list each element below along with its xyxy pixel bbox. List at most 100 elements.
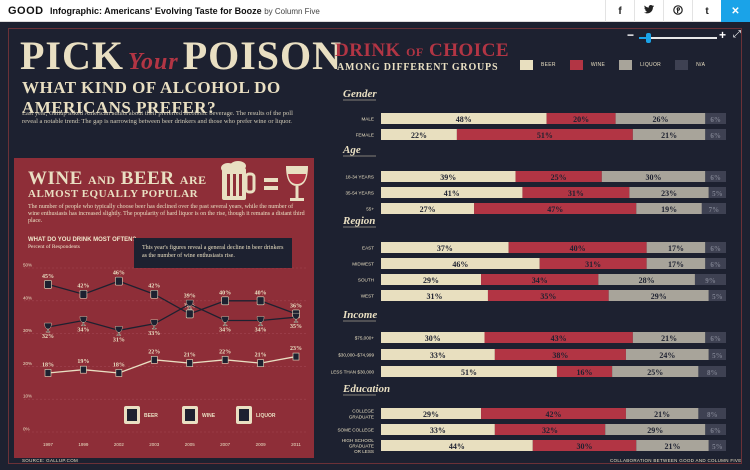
tumblr-share-button[interactable]: t	[692, 0, 721, 22]
y-tick-label: 40%	[23, 295, 32, 300]
fullscreen-icon[interactable]: ⤢	[733, 29, 741, 40]
drink-of-choice-title: DRINK OF CHOICE	[335, 40, 509, 62]
wine-glass-icon	[286, 166, 308, 201]
zoom-in-button[interactable]: +	[719, 28, 727, 42]
twitter-icon	[644, 5, 654, 17]
bar-value-label: 17%	[668, 260, 684, 269]
pinterest-share-button[interactable]	[663, 0, 692, 22]
x-tick-label: 1997	[43, 442, 54, 447]
data-label: 23%	[290, 346, 302, 352]
bar-segment-liquor	[646, 242, 706, 253]
bar-value-label: 37%	[437, 244, 453, 253]
legend-liquor-label: LIQUOR	[640, 62, 662, 68]
beer-point	[44, 280, 52, 289]
close-button[interactable]: ✕	[721, 0, 750, 22]
bar-segment-wine	[456, 129, 633, 140]
bar-value-label: 43%	[551, 334, 567, 343]
legend-na: N/A	[675, 60, 705, 70]
bar-segment-liquor	[646, 258, 706, 269]
y-tick-label: 0%	[23, 427, 30, 432]
headline-question: WHAT KIND OF ALCOHOL DO AMERICANS PREFER…	[22, 78, 281, 117]
bar-segment-na	[705, 113, 726, 124]
beer-wine-liquor-line-chart: 50% 40% 30% 20% 10% 0% 1997 1999 2002 2003 2005 200…	[23, 263, 306, 447]
liquor-point	[221, 356, 229, 364]
legend-beer: BEER	[520, 60, 556, 70]
wine-point	[150, 319, 158, 330]
bar-value-label: 48%	[456, 115, 472, 124]
collaboration-credit: COLLABORATION BETWEEN GOOD AND COLUMN FI…	[610, 458, 742, 463]
x-tick-label: 2005	[185, 442, 196, 447]
bar-segment-liquor	[601, 171, 706, 182]
line-legend-icon-inner	[185, 409, 195, 421]
bar-segment-na	[698, 366, 726, 377]
bar-segment-beer	[381, 440, 533, 451]
bar-segment-na	[708, 349, 726, 360]
bar-value-label: 7%	[709, 206, 720, 214]
doc-drink: DRINK	[335, 40, 401, 61]
equals-sign-icon	[264, 178, 278, 190]
zoom-slider-track[interactable]	[639, 37, 717, 39]
legend-na-label: N/A	[696, 62, 706, 68]
bar-value-label: 5%	[712, 352, 723, 360]
headline-poison: POISON	[182, 33, 343, 78]
bar-value-label: 9%	[705, 277, 716, 285]
bar-value-label: 6%	[710, 261, 721, 269]
x-tick-label: 2003	[149, 442, 160, 447]
bar-segment-wine	[532, 440, 637, 451]
doc-choice: CHOICE	[429, 40, 510, 61]
zoom-out-button[interactable]: −	[627, 28, 635, 42]
line-legend-item: BEER	[124, 406, 158, 424]
data-label: 34%	[255, 327, 267, 333]
bar-segment-liquor	[598, 274, 695, 285]
bar-value-label: 8%	[707, 411, 718, 419]
bar-value-label: 25%	[647, 368, 663, 377]
data-label: 21%	[255, 353, 267, 359]
beer-point	[221, 296, 229, 306]
byline: by Column Five	[264, 6, 320, 16]
facebook-share-button[interactable]: f	[605, 0, 634, 22]
legend-wine: WINE	[569, 60, 605, 70]
bar-segment-na	[705, 332, 726, 343]
twitter-share-button[interactable]	[634, 0, 663, 22]
wine-beer-subtitle: ALMOST EQUALLY POPULAR	[28, 188, 199, 200]
bar-segment-beer	[381, 274, 482, 285]
bar-segment-beer	[381, 349, 495, 360]
bar-value-label: 24%	[659, 351, 675, 360]
bar-segment-liquor	[632, 129, 706, 140]
group-title-age: Age	[342, 144, 361, 156]
group-title-income: Income	[342, 309, 377, 321]
bar-value-label: 30%	[577, 442, 593, 451]
bar-value-label: 29%	[423, 276, 439, 285]
line-legend-item: WINE	[182, 406, 216, 424]
bar-value-label: 31%	[426, 292, 442, 301]
bar-value-label: 33%	[430, 351, 446, 360]
bar-segment-beer	[381, 332, 485, 343]
wine-point	[221, 316, 229, 326]
good-logo[interactable]: GOOD	[8, 4, 44, 17]
liquor-point	[292, 352, 300, 361]
bar-segment-beer	[381, 129, 457, 140]
data-label: 46%	[113, 271, 125, 277]
bar-value-label: 19%	[661, 205, 677, 214]
data-label: 42%	[77, 284, 89, 290]
page-title: Infographic: Americans' Evolving Taste f…	[50, 6, 320, 16]
bar-value-label: 42%	[546, 410, 562, 419]
headline-your: Your	[128, 49, 179, 75]
article-title: Infographic: Americans' Evolving Taste f…	[50, 5, 262, 16]
data-label: 22%	[148, 349, 160, 355]
bar-value-label: 29%	[647, 426, 663, 435]
zoom-slider-handle[interactable]	[646, 33, 652, 43]
group-title-region: Region	[342, 215, 375, 227]
bar-value-label: 25%	[551, 173, 567, 182]
row-label: $75,000+	[355, 336, 375, 341]
data-label: 36%	[290, 303, 302, 309]
liquor-point	[44, 369, 52, 377]
bar-value-label: 6%	[710, 335, 721, 343]
row-label: WEST	[361, 294, 374, 299]
wine-point	[256, 316, 265, 326]
line-legend-icon-inner	[239, 409, 249, 421]
bar-segment-liquor	[615, 113, 706, 124]
bar-value-label: 6%	[710, 427, 721, 435]
bar-value-label: 47%	[547, 205, 563, 214]
